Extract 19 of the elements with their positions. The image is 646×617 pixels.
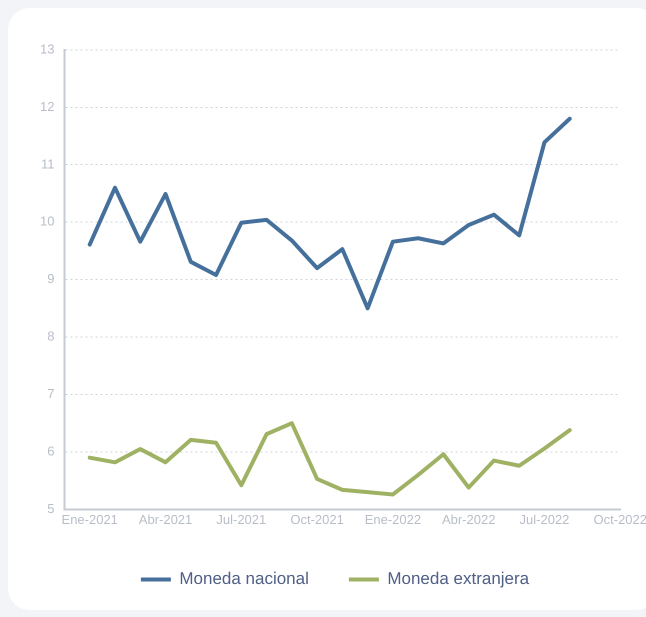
legend-label: Moneda extranjera xyxy=(387,569,530,588)
x-tick-label: Oct-2022 xyxy=(594,512,646,527)
x-tick-label: Jul-2022 xyxy=(520,512,570,527)
legend-label: Moneda nacional xyxy=(179,569,309,588)
y-tick-label: 5 xyxy=(47,500,54,516)
y-tick-label: 13 xyxy=(40,41,54,56)
y-tick-label: 9 xyxy=(47,271,54,286)
y-tick-label: 8 xyxy=(47,328,54,344)
x-tick-label: Oct-2021 xyxy=(290,512,344,527)
y-tick-label: 11 xyxy=(40,156,54,172)
x-tick-label: Abr-2021 xyxy=(138,512,192,527)
x-tick-label: Ene-2022 xyxy=(364,512,422,527)
y-tick-label: 6 xyxy=(47,444,54,459)
y-tick-label: 7 xyxy=(47,386,54,402)
y-tick-label: 12 xyxy=(40,98,54,114)
x-tick-label: Abr-2022 xyxy=(442,512,496,527)
y-tick-label: 10 xyxy=(40,214,54,229)
x-tick-label: Ene-2021 xyxy=(62,512,118,527)
x-tick-label: Jul-2021 xyxy=(216,512,266,527)
